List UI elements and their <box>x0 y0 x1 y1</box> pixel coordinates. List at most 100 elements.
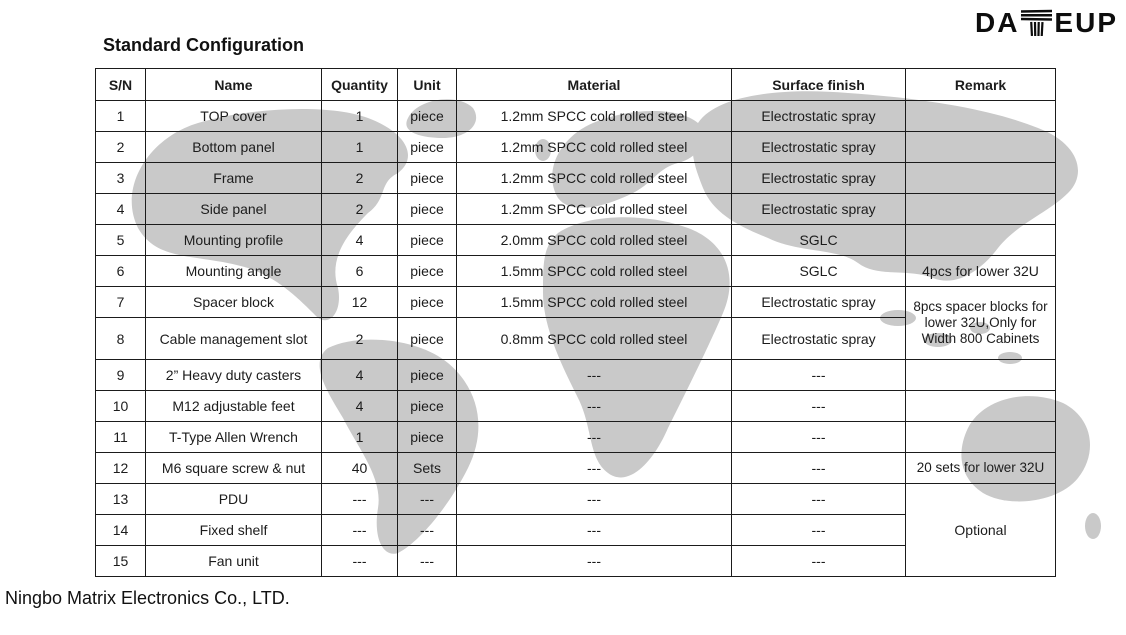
cell-material: --- <box>456 545 732 577</box>
table-row: 2 Bottom panel 1 piece 1.2mm SPCC cold r… <box>95 131 1056 163</box>
header-remark: Remark <box>905 68 1056 101</box>
table-row: 1 TOP cover 1 piece 1.2mm SPCC cold roll… <box>95 100 1056 132</box>
header-material: Material <box>456 68 732 101</box>
cell-remark-merged: 8pcs spacer blocks for lower 32U,Only fo… <box>905 286 1056 360</box>
cell-surface: Electrostatic spray <box>731 131 906 163</box>
cell-material: --- <box>456 483 732 515</box>
cell-quantity: --- <box>321 514 398 546</box>
cell-remark-merged: Optional <box>905 483 1056 577</box>
cell-material: --- <box>456 421 732 453</box>
cell-material: --- <box>456 390 732 422</box>
header-unit: Unit <box>397 68 457 101</box>
cell-unit: piece <box>397 390 457 422</box>
cell-remark: 4pcs for lower 32U <box>905 255 1056 287</box>
cell-name: Fan unit <box>145 545 322 577</box>
cell-sn: 1 <box>95 100 146 132</box>
header-quantity: Quantity <box>321 68 398 101</box>
cell-quantity: 1 <box>321 421 398 453</box>
cell-surface: --- <box>731 390 906 422</box>
cell-remark <box>905 131 1056 163</box>
cell-surface: Electrostatic spray <box>731 193 906 225</box>
table-row: 8 Cable management slot 2 piece 0.8mm SP… <box>95 317 1056 360</box>
cell-unit: piece <box>397 131 457 163</box>
cell-sn: 5 <box>95 224 146 256</box>
cell-quantity: 4 <box>321 224 398 256</box>
cell-quantity: 12 <box>321 286 398 318</box>
table-row: 4 Side panel 2 piece 1.2mm SPCC cold rol… <box>95 193 1056 225</box>
table-row: 11 T-Type Allen Wrench 1 piece --- --- <box>95 421 1056 453</box>
cell-surface: --- <box>731 545 906 577</box>
logo-text-left: DA <box>974 7 1020 38</box>
cell-material: 1.2mm SPCC cold rolled steel <box>456 162 732 194</box>
cell-sn: 15 <box>95 545 146 577</box>
cell-quantity: 4 <box>321 359 398 391</box>
cell-material: --- <box>456 514 732 546</box>
cell-name: TOP cover <box>145 100 322 132</box>
cell-sn: 3 <box>95 162 146 194</box>
page-title: Standard Configuration <box>103 35 304 55</box>
cell-remark <box>905 224 1056 256</box>
cell-surface: Electrostatic spray <box>731 317 906 360</box>
cell-sn: 12 <box>95 452 146 484</box>
table-row: 9 2” Heavy duty casters 4 piece --- --- <box>95 359 1056 391</box>
logo: DA EUP <box>975 7 1118 39</box>
table-row: 5 Mounting profile 4 piece 2.0mm SPCC co… <box>95 224 1056 256</box>
logo-text-right: EUP <box>1054 7 1118 38</box>
cell-quantity: --- <box>321 483 398 515</box>
cell-remark <box>905 162 1056 194</box>
cell-sn: 10 <box>95 390 146 422</box>
logo-striped-t-icon <box>1021 9 1053 36</box>
cell-sn: 8 <box>95 317 146 360</box>
cell-material: 2.0mm SPCC cold rolled steel <box>456 224 732 256</box>
company-name: Ningbo Matrix Electronics Co., LTD. <box>5 588 290 608</box>
cell-name: Mounting angle <box>145 255 322 287</box>
cell-surface: --- <box>731 514 906 546</box>
cell-material: 0.8mm SPCC cold rolled steel <box>456 317 732 360</box>
cell-surface: --- <box>731 359 906 391</box>
cell-quantity: --- <box>321 545 398 577</box>
header-sn: S/N <box>95 68 146 101</box>
cell-name: Bottom panel <box>145 131 322 163</box>
cell-remark <box>905 390 1056 422</box>
cell-sn: 13 <box>95 483 146 515</box>
cell-name: Side panel <box>145 193 322 225</box>
cell-quantity: 2 <box>321 193 398 225</box>
cell-surface: --- <box>731 483 906 515</box>
cell-surface: SGLC <box>731 255 906 287</box>
cell-unit: piece <box>397 421 457 453</box>
cell-surface: SGLC <box>731 224 906 256</box>
cell-quantity: 40 <box>321 452 398 484</box>
cell-quantity: 6 <box>321 255 398 287</box>
cell-name: Spacer block <box>145 286 322 318</box>
cell-unit: piece <box>397 286 457 318</box>
cell-quantity: 4 <box>321 390 398 422</box>
table-row: 6 Mounting angle 6 piece 1.5mm SPCC cold… <box>95 255 1056 287</box>
cell-surface: Electrostatic spray <box>731 162 906 194</box>
cell-sn: 11 <box>95 421 146 453</box>
cell-material: 1.5mm SPCC cold rolled steel <box>456 286 732 318</box>
cell-name: M6 square screw & nut <box>145 452 322 484</box>
cell-name: PDU <box>145 483 322 515</box>
cell-sn: 9 <box>95 359 146 391</box>
cell-unit: --- <box>397 545 457 577</box>
cell-surface: Electrostatic spray <box>731 100 906 132</box>
cell-name: Frame <box>145 162 322 194</box>
cell-material: 1.2mm SPCC cold rolled steel <box>456 131 732 163</box>
cell-surface: --- <box>731 421 906 453</box>
cell-unit: Sets <box>397 452 457 484</box>
cell-quantity: 2 <box>321 317 398 360</box>
cell-unit: piece <box>397 193 457 225</box>
cell-unit: piece <box>397 255 457 287</box>
cell-material: 1.2mm SPCC cold rolled steel <box>456 100 732 132</box>
cell-remark <box>905 100 1056 132</box>
cell-remark <box>905 421 1056 453</box>
cell-quantity: 1 <box>321 100 398 132</box>
cell-remark <box>905 193 1056 225</box>
table-row: 7 Spacer block 12 piece 1.5mm SPCC cold … <box>95 286 1056 360</box>
standard-configuration-table: S/N Name Quantity Unit Material Surface … <box>95 68 1056 577</box>
cell-remark: 20 sets for lower 32U <box>905 452 1056 484</box>
cell-quantity: 1 <box>321 131 398 163</box>
cell-unit: piece <box>397 317 457 360</box>
cell-material: 1.2mm SPCC cold rolled steel <box>456 193 732 225</box>
cell-surface: Electrostatic spray <box>731 286 906 318</box>
